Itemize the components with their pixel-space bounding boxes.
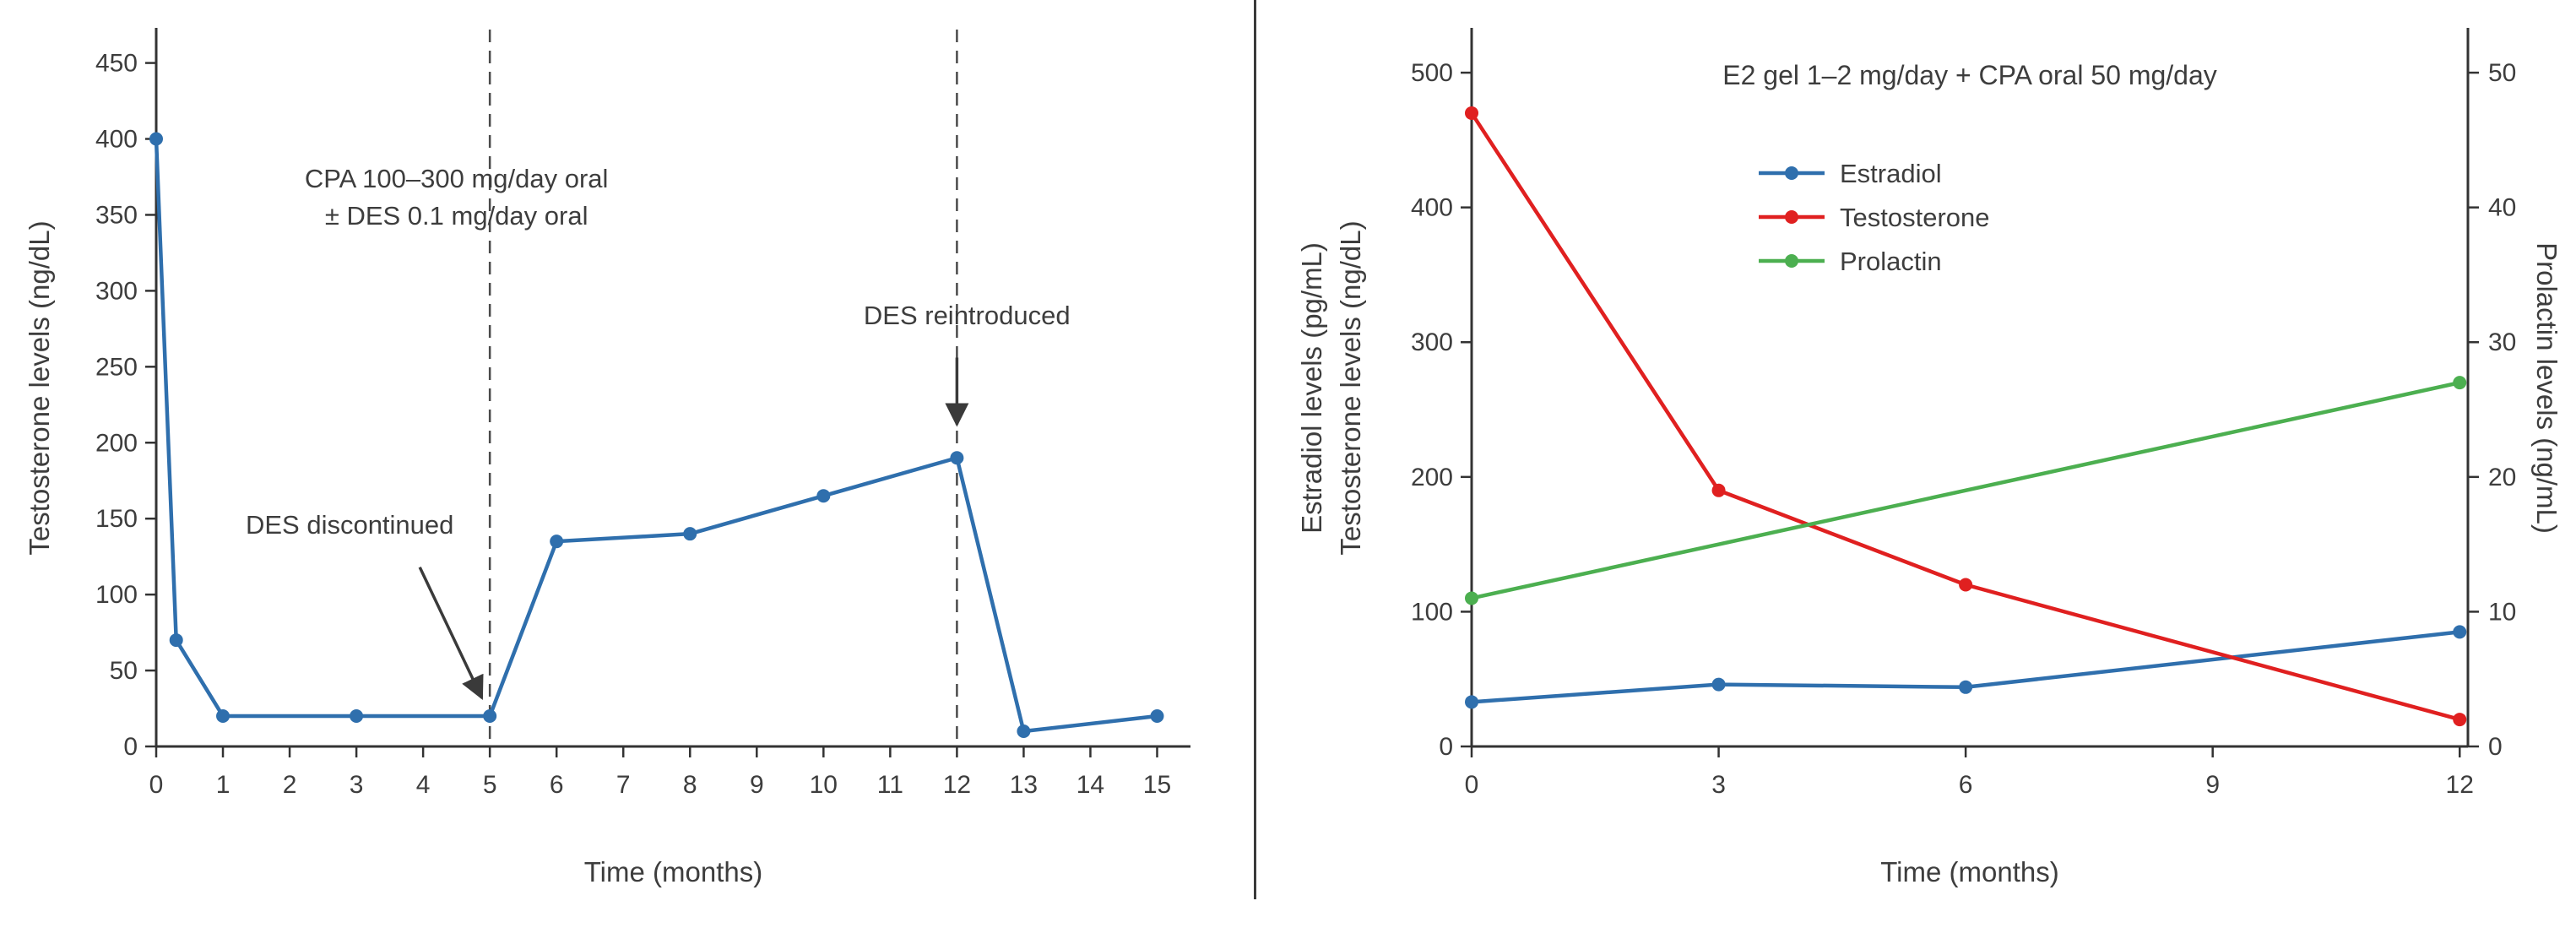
y-tick-label: 350 — [95, 201, 138, 229]
y-tick-label-right: 10 — [2488, 598, 2516, 626]
data-point-testosterone — [683, 527, 697, 541]
legend-swatch-dot — [1785, 254, 1798, 268]
y-tick-label: 500 — [1411, 59, 1453, 87]
y-tick-label: 100 — [1411, 598, 1453, 626]
y-tick-label-right: 50 — [2488, 59, 2516, 87]
y-tick-label: 50 — [110, 657, 138, 685]
data-point-prolactin — [2453, 376, 2467, 390]
data-point-testosterone — [550, 535, 564, 549]
x-tick-label: 12 — [2446, 771, 2474, 799]
y-tick-label: 400 — [95, 126, 138, 154]
x-tick-label: 2 — [283, 771, 297, 799]
series-line-testosterone — [154, 137, 1159, 734]
series-line-estradiol — [1469, 630, 2462, 704]
x-tick-label: 14 — [1076, 771, 1104, 799]
data-point-testosterone — [483, 709, 497, 724]
data-point-testosterone — [1017, 724, 1031, 739]
data-point-testosterone — [1711, 483, 1726, 497]
annotation-text: DES reintroduced — [864, 301, 1071, 330]
legend-label: Prolactin — [1840, 247, 1942, 276]
x-tick-label: 9 — [2205, 771, 2220, 799]
series-line-testosterone — [1469, 111, 2462, 722]
y-tick-label: 150 — [95, 505, 138, 533]
y-tick-label: 0 — [123, 733, 138, 761]
data-point-testosterone — [1465, 106, 1478, 120]
data-point-testosterone — [149, 132, 163, 146]
annotation-text: ± DES 0.1 mg/day oral — [325, 201, 588, 231]
data-point-testosterone — [350, 709, 364, 724]
data-point-estradiol — [2453, 625, 2467, 639]
y-axis-label-left: Testosterone levels (ng/dL) — [1335, 220, 1366, 555]
y-tick-label: 400 — [1411, 194, 1453, 222]
data-point-testosterone — [950, 451, 964, 465]
x-tick-label: 0 — [1465, 771, 1479, 799]
x-tick-label: 15 — [1143, 771, 1171, 799]
data-point-testosterone — [1150, 709, 1164, 724]
legend-swatch-dot — [1785, 166, 1798, 180]
y-tick-label-right: 20 — [2488, 464, 2516, 491]
right-chart-panel: 0 3 6 9 12 0 100 200 300 400 500 0 10 20 30 40 50 E2 gel … — [1261, 0, 2573, 928]
data-point-testosterone — [2453, 713, 2467, 727]
y-tick-label: 200 — [1411, 464, 1453, 491]
legend-label: Testosterone — [1840, 203, 1990, 232]
x-tick-label: 9 — [750, 771, 764, 799]
series-line-prolactin — [1469, 380, 2462, 600]
x-tick-label: 11 — [877, 771, 903, 799]
y-axis-label-left: Testosterone levels (ng/dL) — [24, 220, 55, 555]
x-tick-label: 0 — [149, 771, 164, 799]
y-tick-label: 450 — [95, 50, 138, 78]
x-tick-label: 1 — [216, 771, 230, 799]
y-tick-label: 300 — [1411, 328, 1453, 356]
x-tick-label: 3 — [350, 771, 364, 799]
data-point-testosterone — [816, 489, 831, 503]
x-tick-label: 13 — [1010, 771, 1038, 799]
y-tick-label: 100 — [95, 581, 138, 609]
data-point-estradiol — [1959, 680, 1973, 694]
legend-swatch-dot — [1785, 210, 1798, 224]
x-tick-label: 10 — [810, 771, 838, 799]
y-tick-label-right: 30 — [2488, 328, 2516, 356]
data-point-prolactin — [1465, 591, 1478, 605]
hormone-levels-chart: 0 3 6 9 12 0 100 200 300 400 500 0 10 20 30 40 50 E2 gel … — [1296, 28, 2562, 887]
annotation-text: DES discontinued — [246, 510, 453, 540]
data-point-testosterone — [1959, 578, 1973, 592]
y-axis-label-right: Prolactin levels (ng/mL) — [2531, 242, 2562, 534]
x-axis-label: Time (months) — [1880, 856, 2058, 887]
x-axis-label: Time (months) — [584, 856, 762, 887]
data-point-estradiol — [1465, 695, 1478, 709]
x-tick-label: 12 — [943, 771, 971, 799]
chart-title: E2 gel 1–2 mg/day + CPA oral 50 mg/day — [1722, 60, 2217, 90]
testosterone-time-chart: 0 1 2 3 4 5 6 7 8 9 10 11 12 13 14 15050100150200250300… — [24, 28, 1190, 887]
y-tick-label-right: 40 — [2488, 194, 2516, 222]
y-tick-label: 0 — [1439, 733, 1453, 761]
y-tick-label-right: 0 — [2488, 733, 2503, 761]
y-tick-label: 200 — [95, 429, 138, 457]
y-tick-label: 300 — [95, 277, 138, 305]
y-tick-label: 250 — [95, 353, 138, 381]
annotation-text: CPA 100–300 mg/day oral — [305, 164, 609, 193]
y-axis-label-left: Estradiol levels (pg/mL) — [1296, 242, 1327, 534]
x-tick-label: 6 — [1959, 771, 1973, 799]
x-tick-label: 4 — [416, 771, 431, 799]
x-tick-label: 8 — [683, 771, 697, 799]
annotation-arrow — [418, 566, 484, 700]
data-point-estradiol — [1711, 677, 1726, 692]
data-point-testosterone — [216, 709, 230, 724]
panel-divider — [1254, 0, 1256, 899]
x-tick-label: 6 — [550, 771, 564, 799]
data-point-testosterone — [169, 633, 183, 648]
x-tick-label: 7 — [616, 771, 631, 799]
x-tick-label: 5 — [483, 771, 497, 799]
x-tick-label: 3 — [1711, 771, 1726, 799]
legend-label: Estradiol — [1840, 159, 1942, 188]
left-chart-panel: 0 1 2 3 4 5 6 7 8 9 10 11 12 13 14 15 0 50 100 150 200 250 300… — [0, 0, 1250, 928]
